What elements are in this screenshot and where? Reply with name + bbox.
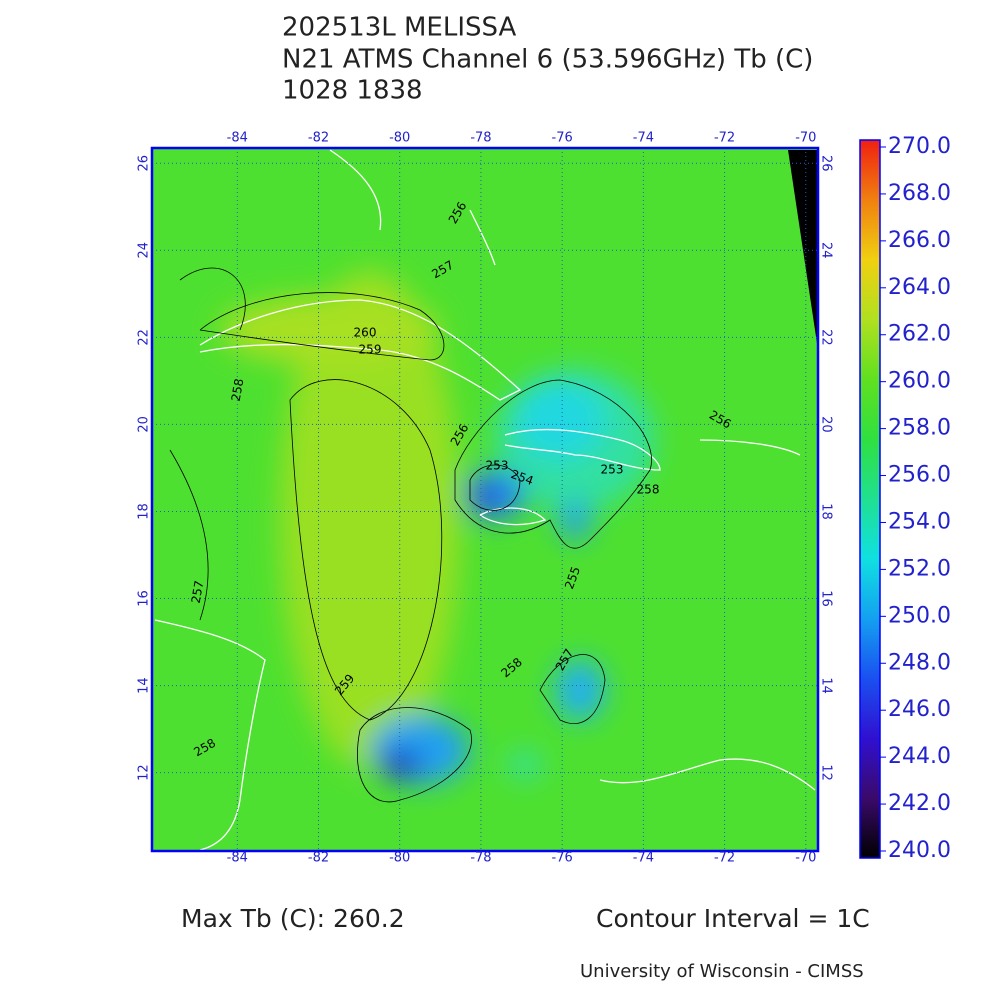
- contour-label: 258: [229, 377, 247, 402]
- colorbar-ticks: 240.0 242.0 244.0 246.0 248.0 250.0 252.0 254.0…: [880, 134, 951, 863]
- colorbar-tick-label: 252.0: [888, 556, 951, 581]
- x-tick-label: -78: [470, 851, 491, 866]
- contour-label: 257: [189, 579, 207, 604]
- title-line: N21 ATMS Channel 6 (53.596GHz) Tb (C): [282, 45, 813, 75]
- colorbar-tick-label: 244.0: [888, 744, 951, 769]
- colorbar-tick-label: 254.0: [888, 509, 951, 534]
- x-tick-label: -82: [308, 851, 329, 866]
- colorbar-tick-label: 246.0: [888, 697, 951, 722]
- y-tick-label: 24: [819, 242, 834, 259]
- x-tick-label: -70: [795, 131, 816, 146]
- y-tick-label: 22: [137, 329, 152, 346]
- y-tick-label: 20: [137, 416, 152, 433]
- x-tick-label: -82: [308, 131, 329, 146]
- colorbar-tick-label: 268.0: [888, 181, 951, 206]
- colorbar-tick-label: 258.0: [888, 416, 951, 441]
- x-tick-label: -72: [714, 851, 735, 866]
- colorbar-tick-label: 256.0: [888, 463, 951, 488]
- x-tick-label: -72: [714, 131, 735, 146]
- x-tick-label: -76: [552, 131, 573, 146]
- contours: [169, 267, 652, 803]
- y-tick-label: 18: [819, 503, 834, 520]
- x-tick-label: -70: [795, 851, 816, 866]
- x-tick-label: -80: [389, 851, 410, 866]
- y-tick-label: 22: [819, 329, 834, 346]
- colorbar-tick-label: 240.0: [888, 838, 951, 863]
- credit: University of Wisconsin - CIMSS: [580, 961, 864, 982]
- colorbar-tick-label: 260.0: [888, 369, 951, 394]
- contour-label: 260: [354, 326, 377, 340]
- title-line: 1028 1838: [282, 76, 423, 106]
- contour-interval: Contour Interval = 1C: [596, 904, 870, 933]
- map-frame: [150, 146, 820, 853]
- colorbar-tick-label: 266.0: [888, 228, 951, 253]
- x-tick-label: -80: [389, 131, 410, 146]
- colorbar-tick-label: 248.0: [888, 650, 951, 675]
- y-tick-label: 14: [819, 677, 834, 694]
- gridlines: [152, 148, 818, 851]
- x-tick-label: -84: [227, 131, 248, 146]
- y-tick-label: 26: [819, 155, 834, 172]
- x-tick-label: -84: [227, 851, 248, 866]
- y-tick-label: 16: [819, 590, 834, 607]
- y-tick-label: 24: [137, 242, 152, 259]
- colorbar-tick-label: 262.0: [888, 322, 951, 347]
- y-tick-label: 14: [137, 677, 152, 694]
- y-tick-label: 12: [819, 764, 834, 781]
- colorbar-tick-label: 250.0: [888, 603, 951, 628]
- y-tick-label: 16: [137, 590, 152, 607]
- y-tick-label: 18: [137, 503, 152, 520]
- colorbar-tick-label: 242.0: [888, 791, 951, 816]
- contour-label: 258: [637, 483, 660, 497]
- map-axes: -84 -84 -82 -82 -80 -80 -78 -78 -76 -76 -74 -74 -72 -…: [137, 131, 834, 866]
- y-tick-label: 26: [137, 155, 152, 172]
- y-tick-label: 12: [137, 764, 152, 781]
- contour-label: 253: [486, 459, 509, 473]
- x-tick-label: -78: [470, 131, 491, 146]
- colorbar-tick-label: 270.0: [888, 134, 951, 159]
- contour-label: 253: [601, 463, 624, 477]
- colorbar: [859, 139, 881, 859]
- x-tick-label: -76: [552, 851, 573, 866]
- colorbar-tick-label: 264.0: [888, 275, 951, 300]
- title-line: 202513L MELISSA: [282, 13, 517, 43]
- contour-label: 259: [359, 343, 382, 357]
- max-tb: Max Tb (C): 260.2: [181, 904, 405, 933]
- x-tick-label: -74: [633, 131, 654, 146]
- y-tick-label: 20: [819, 416, 834, 433]
- coastlines: [154, 149, 816, 851]
- x-tick-label: -74: [633, 851, 654, 866]
- missing-data: [788, 150, 818, 350]
